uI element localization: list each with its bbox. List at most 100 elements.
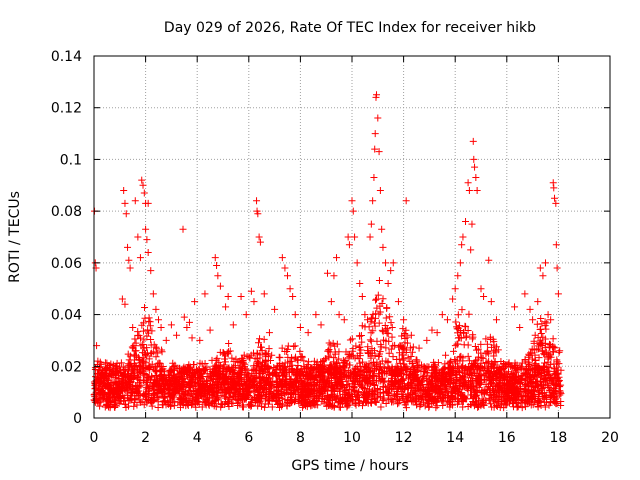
data-point bbox=[349, 347, 357, 355]
y-tick-label: 0 bbox=[73, 411, 82, 427]
data-point bbox=[365, 360, 373, 368]
data-point bbox=[376, 308, 384, 316]
data-point bbox=[388, 333, 396, 341]
data-point bbox=[484, 347, 492, 355]
data-point bbox=[406, 357, 414, 365]
data-point bbox=[139, 327, 147, 335]
data-point bbox=[541, 403, 549, 411]
data-point bbox=[482, 335, 490, 343]
data-point bbox=[261, 349, 269, 357]
data-point bbox=[336, 387, 344, 395]
data-point bbox=[535, 354, 543, 362]
data-point bbox=[500, 404, 508, 412]
data-point bbox=[137, 358, 145, 366]
data-point bbox=[487, 400, 495, 408]
data-point bbox=[389, 353, 397, 361]
data-point bbox=[402, 404, 410, 412]
data-point bbox=[225, 402, 233, 410]
data-point bbox=[364, 343, 372, 351]
data-point bbox=[469, 331, 477, 339]
data-point bbox=[139, 319, 147, 327]
data-point bbox=[141, 303, 149, 311]
data-point bbox=[96, 402, 104, 410]
data-point bbox=[531, 351, 539, 359]
data-point bbox=[221, 358, 229, 366]
data-point bbox=[367, 329, 375, 337]
x-tick-label: 14 bbox=[446, 430, 464, 446]
data-point bbox=[148, 402, 156, 410]
data-point bbox=[262, 358, 270, 366]
data-point bbox=[402, 326, 410, 334]
data-point bbox=[143, 332, 151, 340]
data-point bbox=[101, 359, 109, 367]
data-point bbox=[404, 354, 412, 362]
data-point bbox=[387, 345, 395, 353]
data-point bbox=[371, 322, 379, 330]
data-point bbox=[375, 277, 383, 285]
data-point bbox=[117, 359, 125, 367]
data-point bbox=[464, 327, 472, 335]
data-point bbox=[355, 355, 363, 363]
data-point bbox=[454, 340, 462, 348]
data-point bbox=[153, 344, 161, 352]
y-tick-label: 0.04 bbox=[51, 308, 82, 324]
data-point bbox=[514, 402, 522, 410]
x-tick-label: 20 bbox=[601, 430, 619, 446]
data-point bbox=[134, 328, 142, 336]
data-point bbox=[284, 342, 292, 350]
data-point bbox=[383, 329, 391, 337]
data-point bbox=[138, 357, 146, 365]
data-point bbox=[460, 329, 468, 337]
data-point bbox=[137, 398, 145, 406]
data-point bbox=[366, 336, 374, 344]
y-tick-label: 0.08 bbox=[51, 204, 82, 220]
data-point bbox=[356, 352, 364, 360]
data-point bbox=[359, 358, 367, 366]
data-point bbox=[256, 335, 264, 343]
x-tick-label: 10 bbox=[343, 430, 361, 446]
data-point bbox=[388, 324, 396, 332]
data-point bbox=[201, 359, 209, 367]
data-point bbox=[359, 402, 367, 410]
data-point bbox=[490, 338, 498, 346]
data-point bbox=[131, 335, 139, 343]
data-point bbox=[265, 345, 273, 353]
data-point bbox=[486, 333, 494, 341]
data-point bbox=[254, 339, 262, 347]
data-point bbox=[140, 336, 148, 344]
data-point bbox=[530, 339, 538, 347]
data-point bbox=[462, 323, 470, 331]
data-point bbox=[532, 360, 540, 368]
data-point bbox=[325, 345, 333, 353]
data-point bbox=[537, 330, 545, 338]
data-point bbox=[547, 353, 555, 361]
data-point bbox=[545, 340, 553, 348]
data-point bbox=[369, 310, 377, 318]
data-point bbox=[324, 347, 332, 355]
data-point bbox=[407, 352, 415, 360]
data-point bbox=[463, 332, 471, 340]
grid-lines bbox=[94, 56, 610, 418]
data-point bbox=[442, 351, 450, 359]
x-tick-label: 8 bbox=[296, 430, 305, 446]
data-point bbox=[473, 356, 481, 364]
data-point bbox=[555, 348, 563, 356]
data-point bbox=[130, 342, 138, 350]
data-point bbox=[141, 314, 149, 322]
data-point bbox=[182, 402, 190, 410]
x-tick-label: 16 bbox=[498, 430, 516, 446]
data-point bbox=[387, 319, 395, 327]
data-point bbox=[465, 310, 473, 318]
data-point bbox=[474, 403, 482, 411]
data-point bbox=[400, 360, 408, 368]
data-point bbox=[415, 361, 423, 369]
data-point bbox=[358, 338, 366, 346]
data-point bbox=[147, 350, 155, 358]
data-point bbox=[240, 351, 248, 359]
data-point bbox=[367, 399, 375, 407]
data-point bbox=[254, 359, 262, 367]
data-point bbox=[152, 353, 160, 361]
data-point bbox=[225, 339, 233, 347]
